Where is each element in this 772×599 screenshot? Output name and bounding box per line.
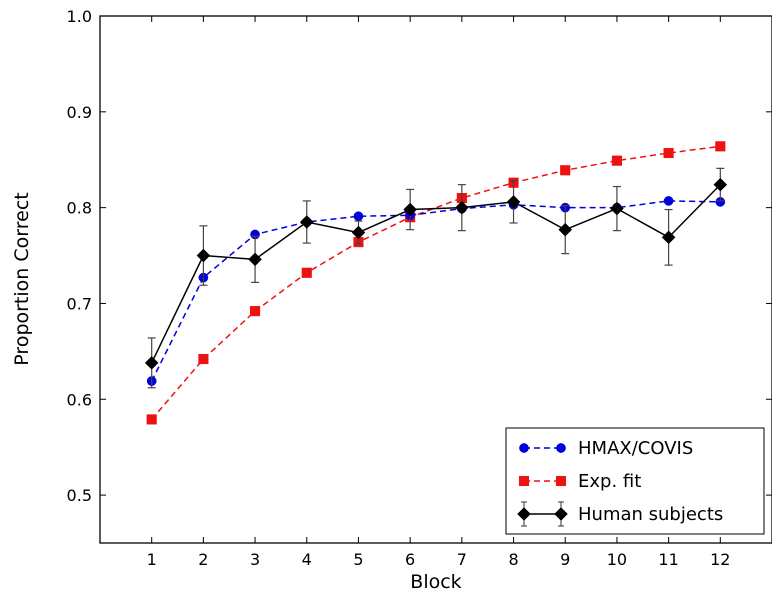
data-point [299, 215, 314, 229]
legend: HMAX/COVIS Exp. fit Human subjects [505, 427, 765, 535]
data-point [144, 356, 159, 370]
x-tick-label: 8 [508, 550, 518, 569]
y-tick-label: 1.0 [67, 7, 92, 26]
tick-layer: 1 2 3 4 5 6 7 8 9 10 11 120.50.60.70.80.91.0 [67, 7, 772, 569]
series-line [151, 184, 721, 364]
data-point [353, 211, 364, 222]
legend-label: Human subjects [578, 504, 723, 525]
x-tick-label: 9 [560, 550, 570, 569]
legend-item: Exp. fit [518, 471, 641, 492]
data-point [403, 202, 418, 217]
x-tick-label: 10 [607, 550, 627, 569]
y-tick-label: 0.6 [67, 390, 92, 409]
y-tick-label: 0.8 [67, 199, 92, 218]
legend-marker [518, 475, 530, 487]
x-tick-label: 4 [302, 550, 312, 569]
axes-frame [99, 15, 772, 544]
x-tick-label: 3 [250, 550, 260, 569]
x-tick-label: 2 [198, 550, 208, 569]
legend-item: HMAX/COVIS [519, 438, 693, 459]
data-point [248, 252, 262, 267]
legend-marker [519, 443, 529, 453]
legend-item: Human subjects [517, 501, 723, 527]
x-tick-label: 1 [147, 550, 157, 569]
data-point [198, 353, 209, 365]
data-point [560, 165, 571, 176]
series-layer [144, 141, 728, 425]
series-line [151, 200, 721, 382]
data-point [611, 155, 622, 166]
legend-marker [556, 443, 566, 453]
y-tick-label: 0.9 [67, 103, 92, 122]
data-point [663, 147, 674, 159]
legend-label: HMAX/COVIS [578, 438, 693, 459]
x-tick-label: 12 [710, 550, 730, 569]
legend-marker [555, 475, 567, 487]
data-point [301, 267, 312, 278]
x-tick-label: 7 [457, 550, 467, 569]
series-exp-fit [146, 141, 726, 425]
y-tick-label: 0.5 [67, 486, 92, 505]
legend-marker [517, 507, 531, 521]
data-point [715, 141, 726, 152]
data-point [196, 248, 211, 263]
data-point [351, 225, 366, 240]
data-point [663, 196, 674, 206]
legend-marker [554, 507, 568, 521]
data-point [506, 195, 521, 209]
data-point [558, 222, 573, 237]
data-point [610, 201, 624, 216]
x-tick-label: 5 [353, 550, 363, 569]
data-point [454, 200, 469, 215]
legend-label: Exp. fit [578, 471, 641, 492]
series-line [151, 145, 721, 420]
x-axis-label: Block [410, 571, 461, 593]
x-tick-label: 11 [658, 550, 678, 569]
series-hmax-covis [146, 196, 726, 386]
series-human-subjects [144, 167, 728, 389]
data-point [250, 306, 261, 317]
y-tick-label: 0.7 [67, 294, 92, 313]
y-axis-label: Proportion Correct [11, 192, 33, 365]
data-point [661, 230, 676, 245]
x-tick-label: 6 [405, 550, 415, 569]
data-point [146, 414, 157, 425]
data-point [713, 177, 728, 192]
